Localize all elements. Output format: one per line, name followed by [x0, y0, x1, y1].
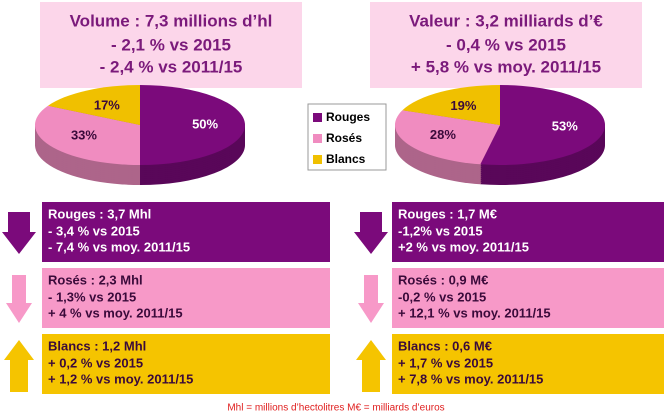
info-line: + 4 % vs moy. 2011/15 [48, 305, 183, 320]
info-title: Rosés : 2,3 Mhl [48, 272, 143, 287]
data-label: 53% [552, 119, 578, 134]
info-box [392, 268, 664, 328]
info-line: +2 % vs moy. 2011/15 [398, 239, 529, 254]
chart-subtitle: - 2,4 % vs 2011/15 [100, 57, 243, 76]
legend-label: Rouges [326, 110, 370, 124]
pie-slice [480, 85, 605, 165]
data-label: 19% [450, 98, 476, 113]
data-label: 33% [71, 128, 97, 143]
arrow-down [6, 275, 32, 323]
info-box [42, 202, 330, 262]
legend-swatch [313, 134, 322, 143]
data-label: 28% [430, 127, 456, 142]
info-title: Blancs : 1,2 Mhl [48, 338, 146, 353]
arrow-up [4, 340, 34, 392]
legend-label: Rosés [326, 131, 362, 145]
pie-slice [402, 85, 500, 125]
info-line: + 1,7 % vs 2015 [398, 355, 493, 370]
footnote: Mhl = millions d’hectolitres M€ = millia… [227, 403, 444, 414]
arrow-down [354, 212, 388, 254]
info-line: + 7,8 % vs moy. 2011/15 [398, 371, 543, 386]
info-line: + 0,2 % vs 2015 [48, 355, 143, 370]
arrow-down [2, 212, 36, 254]
info-line: + 12,1 % vs moy. 2011/15 [398, 305, 551, 320]
info-title: Rosés : 0,9 M€ [398, 272, 488, 287]
info-box [392, 202, 664, 262]
chart-subtitle: - 2,1 % vs 2015 [111, 35, 231, 54]
chart-title: Valeur : 3,2 milliards d’€ [409, 11, 603, 30]
pie-slice [47, 85, 141, 125]
info-title: Rouges : 3,7 Mhl [48, 206, 151, 221]
pie-slice [35, 105, 141, 165]
chart-subtitle: - 0,4 % vs 2015 [446, 35, 566, 54]
pie-slice [395, 110, 500, 165]
chart-title: Volume : 7,3 millions d’hl [70, 11, 273, 30]
legend-swatch [313, 155, 322, 164]
legend-swatch [313, 113, 322, 122]
title-box [40, 2, 302, 88]
arrow-down [358, 275, 384, 323]
arrow-up [356, 340, 386, 392]
info-line: - 1,3% vs 2015 [48, 289, 136, 304]
info-box [392, 334, 664, 394]
info-title: Blancs : 0,6 M€ [398, 338, 492, 353]
info-line: - 3,4 % vs 2015 [48, 223, 140, 238]
data-label: 50% [192, 116, 218, 131]
title-box [370, 2, 642, 88]
info-line: -0,2 % vs 2015 [398, 289, 486, 304]
info-line: + 1,2 % vs moy. 2011/15 [48, 371, 193, 386]
chart-subtitle: + 5,8 % vs moy. 2011/15 [411, 57, 601, 76]
data-label: 17% [94, 98, 120, 113]
info-title: Rouges : 1,7 M€ [398, 206, 497, 221]
info-box [42, 334, 330, 394]
info-line: -1,2% vs 2015 [398, 223, 483, 238]
pie-slice [140, 85, 245, 165]
legend-label: Blancs [326, 152, 366, 166]
info-box [42, 268, 330, 328]
info-line: - 7,4 % vs moy. 2011/15 [48, 239, 190, 254]
